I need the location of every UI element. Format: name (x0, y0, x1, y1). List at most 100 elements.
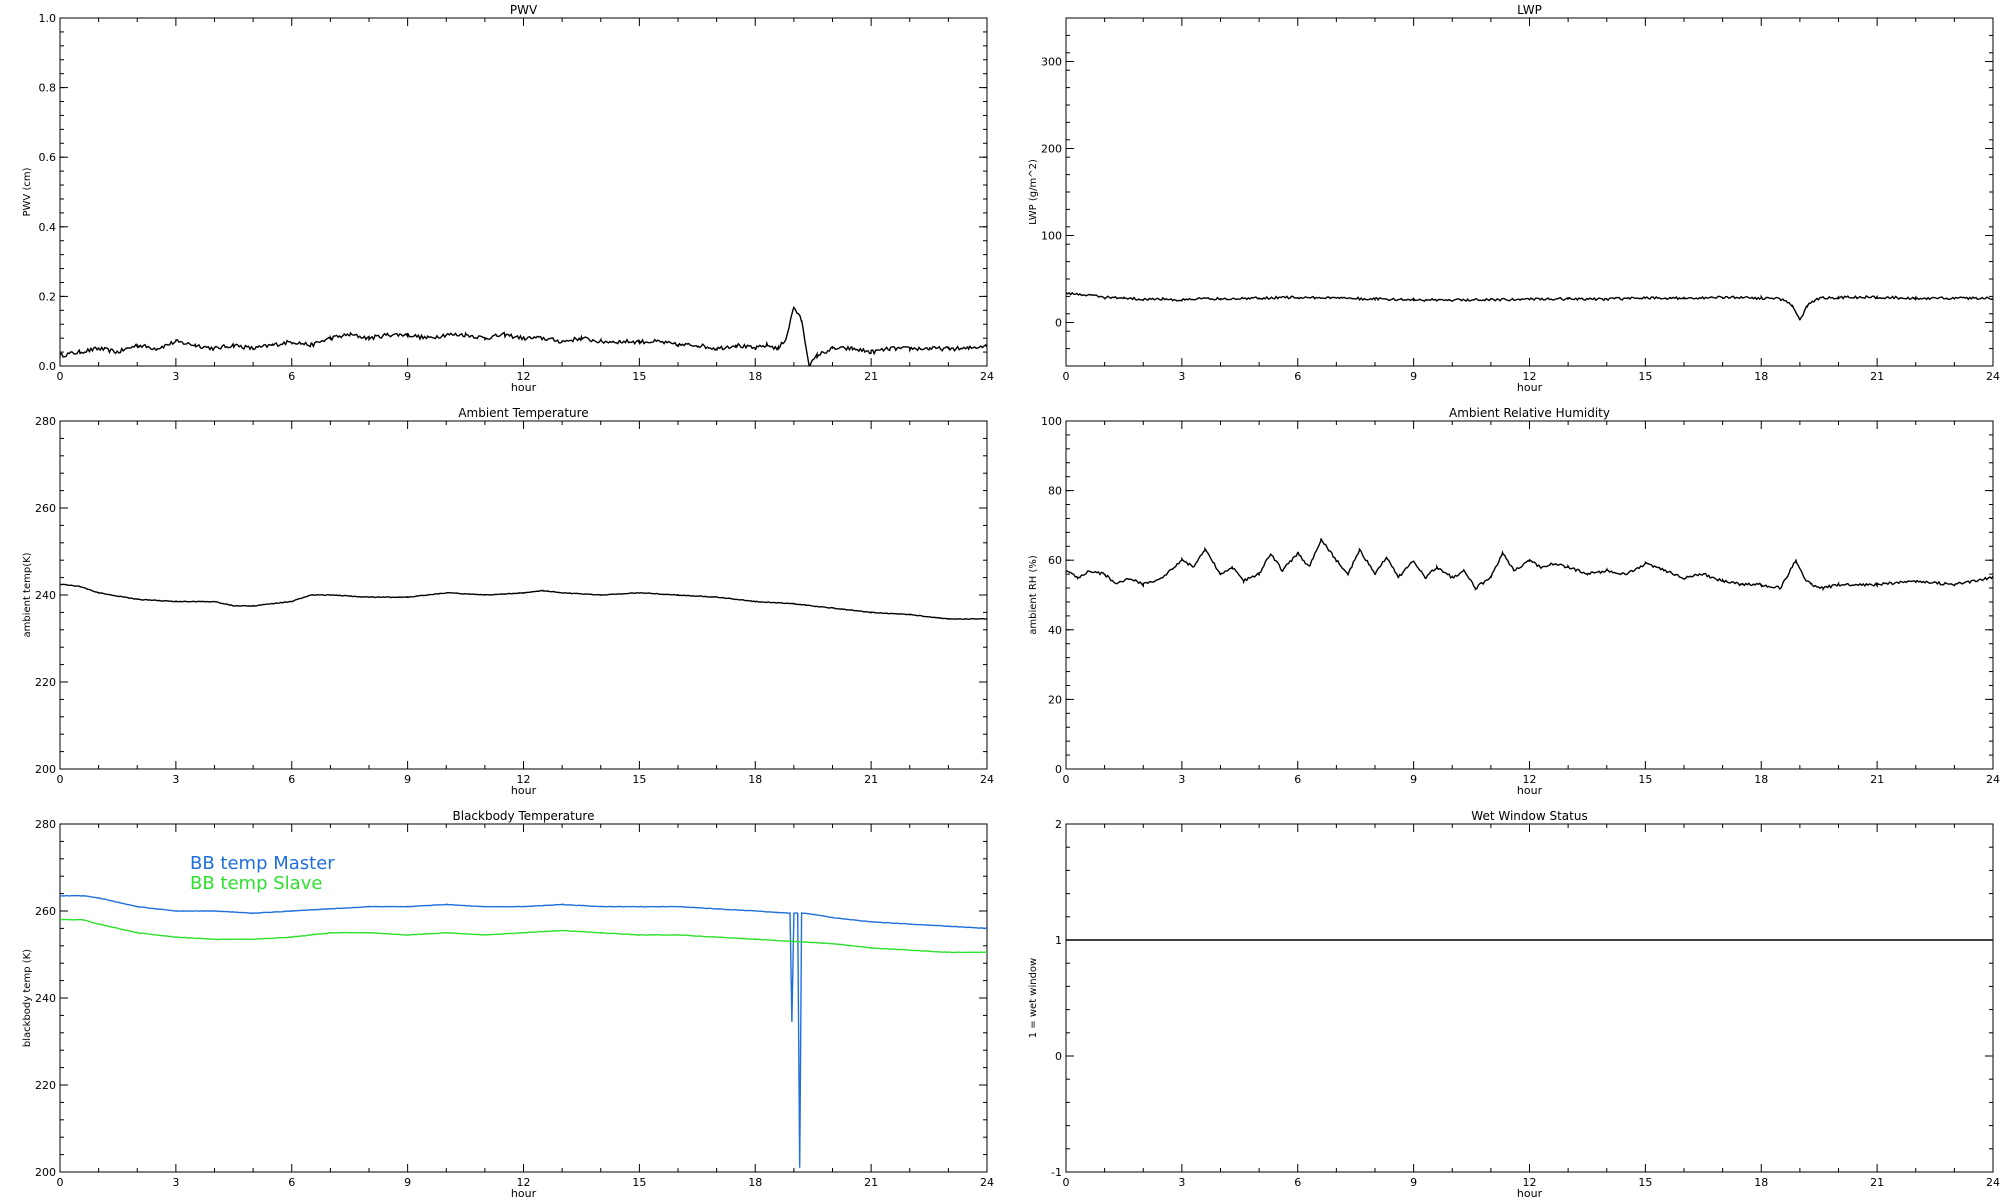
x-tick-label: 24 (980, 773, 994, 786)
y-tick-label: 220 (35, 676, 56, 689)
y-tick-label: 200 (35, 763, 56, 776)
chart-title: Ambient Temperature (458, 406, 588, 420)
x-tick-label: 9 (1410, 1176, 1417, 1189)
x-axis-label: hour (1517, 381, 1543, 394)
y-tick-label: 280 (35, 818, 56, 831)
series-line-0 (60, 583, 987, 621)
y-axis-label: blackbody temp (K) (22, 949, 33, 1047)
x-tick-label: 12 (1523, 370, 1537, 383)
x-tick-label: 0 (1063, 773, 1070, 786)
y-tick-label: 300 (1041, 56, 1062, 69)
x-tick-label: 21 (1870, 370, 1884, 383)
x-tick-label: 24 (1986, 370, 2000, 383)
x-tick-label: 24 (980, 370, 994, 383)
chart-pwv: PWV 0 3 6 9 12 15 18 21 24 hour 0.0 0.2 0.4 0.6 0.8 1.0 P… (22, 3, 994, 394)
y-tick-label: -1 (1051, 1166, 1062, 1179)
series-line-1 (60, 918, 987, 954)
y-tick-label: 260 (35, 502, 56, 515)
x-tick-label: 0 (57, 773, 64, 786)
x-tick-label: 3 (172, 370, 179, 383)
chart-bb_temp: Blackbody Temperature 0 3 6 9 12 15 18 21 24 hour 2… (22, 809, 994, 1200)
chart-ambient_rh: Ambient Relative Humidity 0 3 6 9 12 15 18 21 24 h… (1028, 406, 2000, 797)
x-tick-label: 3 (1178, 773, 1185, 786)
plot-frame (59, 420, 988, 770)
x-tick-label: 6 (1294, 1176, 1301, 1189)
y-tick-label: 1.0 (39, 12, 57, 25)
y-tick-label: 20 (1048, 693, 1062, 706)
legend-entry: BB temp Master (190, 853, 335, 874)
x-axis-label: hour (1517, 1187, 1543, 1200)
x-tick-label: 21 (1870, 773, 1884, 786)
x-tick-label: 6 (1294, 773, 1301, 786)
x-tick-label: 15 (1638, 370, 1652, 383)
x-tick-label: 15 (632, 773, 646, 786)
x-tick-label: 12 (1523, 1176, 1537, 1189)
series-line-0 (1066, 538, 1993, 592)
y-tick-label: 2 (1055, 818, 1062, 831)
x-tick-label: 9 (1410, 370, 1417, 383)
x-tick-label: 21 (864, 1176, 878, 1189)
y-axis-label: LWP (g/m^2) (1028, 159, 1039, 225)
y-tick-label: 0.8 (39, 82, 57, 95)
x-tick-label: 9 (1410, 773, 1417, 786)
x-tick-label: 6 (288, 370, 295, 383)
x-tick-label: 6 (288, 1176, 295, 1189)
chart-title: Ambient Relative Humidity (1449, 406, 1610, 420)
y-tick-label: 0 (1055, 763, 1062, 776)
x-tick-label: 15 (632, 1176, 646, 1189)
y-tick-label: 80 (1048, 485, 1062, 498)
x-tick-label: 0 (1063, 370, 1070, 383)
x-tick-label: 15 (1638, 773, 1652, 786)
x-tick-label: 12 (1523, 773, 1537, 786)
plot-frame (1065, 17, 1994, 367)
x-tick-label: 12 (517, 773, 531, 786)
x-tick-label: 9 (404, 773, 411, 786)
x-tick-label: 18 (748, 773, 762, 786)
series-line-0 (60, 306, 987, 366)
y-tick-label: 1 (1055, 934, 1062, 947)
x-axis-label: hour (511, 1187, 537, 1200)
x-tick-label: 12 (517, 1176, 531, 1189)
y-axis-label: ambient temp(K) (22, 552, 33, 637)
legend-entry: BB temp Slave (190, 873, 322, 894)
y-tick-label: 60 (1048, 554, 1062, 567)
x-tick-label: 0 (57, 1176, 64, 1189)
x-tick-label: 6 (1294, 370, 1301, 383)
plot-frame (1065, 420, 1994, 770)
x-tick-label: 9 (404, 1176, 411, 1189)
y-tick-label: 220 (35, 1079, 56, 1092)
x-tick-label: 3 (1178, 370, 1185, 383)
x-tick-label: 15 (632, 370, 646, 383)
y-tick-label: 0.0 (39, 360, 57, 373)
x-tick-label: 0 (57, 370, 64, 383)
x-tick-label: 24 (980, 1176, 994, 1189)
x-tick-label: 12 (517, 370, 531, 383)
x-tick-label: 18 (1754, 370, 1768, 383)
x-tick-label: 21 (864, 370, 878, 383)
series-line-0 (60, 894, 987, 1168)
x-tick-label: 18 (1754, 773, 1768, 786)
x-axis-label: hour (511, 784, 537, 797)
y-axis-label: ambient RH (%) (1028, 555, 1039, 635)
x-tick-label: 3 (1178, 1176, 1185, 1189)
y-tick-label: 100 (1041, 230, 1062, 243)
x-tick-label: 9 (404, 370, 411, 383)
y-axis-label: 1 = wet window (1028, 958, 1039, 1038)
x-axis-label: hour (1517, 784, 1543, 797)
chart-title: LWP (1517, 3, 1542, 17)
y-tick-label: 200 (35, 1166, 56, 1179)
chart-lwp: LWP 0 3 6 9 12 15 18 21 24 hour 0 100 200 300 LWP (g/m^… (1028, 3, 2000, 394)
x-tick-label: 24 (1986, 1176, 2000, 1189)
y-tick-label: 100 (1041, 415, 1062, 428)
x-tick-label: 15 (1638, 1176, 1652, 1189)
y-tick-label: 0.2 (39, 290, 57, 303)
y-tick-label: 240 (35, 992, 56, 1005)
x-tick-label: 24 (1986, 773, 2000, 786)
y-tick-label: 280 (35, 415, 56, 428)
chart-title: PWV (510, 3, 538, 17)
x-tick-label: 6 (288, 773, 295, 786)
plot-frame (59, 17, 988, 367)
y-axis-label: PWV (cm) (22, 167, 33, 216)
x-tick-label: 21 (864, 773, 878, 786)
